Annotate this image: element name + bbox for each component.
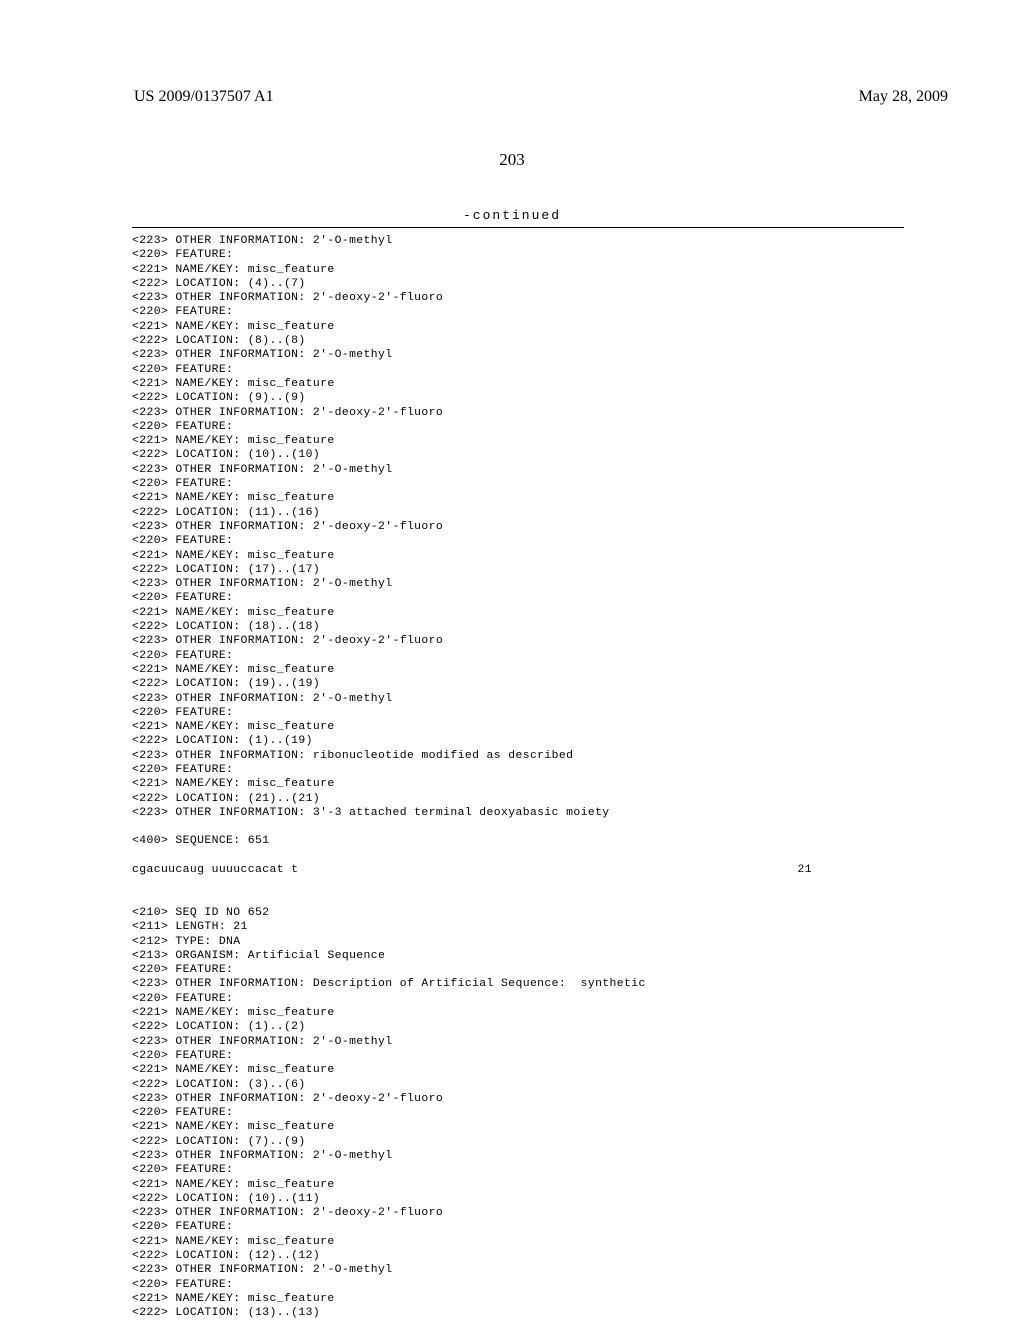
listing-line: <222> LOCATION: (7)..(9) [132, 1135, 1024, 1149]
page-number: 203 [0, 150, 1024, 170]
listing-line: <223> OTHER INFORMATION: 2'-O-methyl [132, 348, 1024, 362]
listing-line: <221> NAME/KEY: misc_feature [132, 549, 1024, 563]
listing-line [132, 892, 1024, 906]
sequence-text: cgacuucaug uuuuccacat t [132, 863, 772, 877]
listing-line: <220> FEATURE: [132, 963, 1024, 977]
listing-line: <213> ORGANISM: Artificial Sequence [132, 949, 1024, 963]
listing-line: <220> FEATURE: [132, 1163, 1024, 1177]
listing-line: <221> NAME/KEY: misc_feature [132, 1178, 1024, 1192]
listing-line: <221> NAME/KEY: misc_feature [132, 606, 1024, 620]
listing-line: <223> OTHER INFORMATION: 2'-O-methyl [132, 234, 1024, 248]
listing-line: <220> FEATURE: [132, 363, 1024, 377]
listing-line: <222> LOCATION: (4)..(7) [132, 277, 1024, 291]
listing-line: <222> LOCATION: (1)..(19) [132, 734, 1024, 748]
listing-line: <223> OTHER INFORMATION: 2'-deoxy-2'-flu… [132, 291, 1024, 305]
publication-number: US 2009/0137507 A1 [134, 88, 274, 106]
listing-line: <223> OTHER INFORMATION: 2'-deoxy-2'-flu… [132, 520, 1024, 534]
listing-line: <220> FEATURE: [132, 649, 1024, 663]
listing-line: <221> NAME/KEY: misc_feature [132, 434, 1024, 448]
sequence-length: 21 [772, 863, 812, 877]
listing-line: <222> LOCATION: (10)..(11) [132, 1192, 1024, 1206]
listing-line: <223> OTHER INFORMATION: Description of … [132, 977, 1024, 991]
listing-line [132, 820, 1024, 834]
listing-line: <212> TYPE: DNA [132, 935, 1024, 949]
listing-line: <221> NAME/KEY: misc_feature [132, 1235, 1024, 1249]
listing-line: <222> LOCATION: (18)..(18) [132, 620, 1024, 634]
listing-line: <221> NAME/KEY: misc_feature [132, 263, 1024, 277]
page-header: US 2009/0137507 A1 May 28, 2009 [0, 0, 1024, 106]
listing-line: <221> NAME/KEY: misc_feature [132, 777, 1024, 791]
listing-line: <220> FEATURE: [132, 992, 1024, 1006]
listing-line: <220> FEATURE: [132, 420, 1024, 434]
listing-line [132, 877, 1024, 891]
listing-line: <220> FEATURE: [132, 477, 1024, 491]
listing-line: <221> NAME/KEY: misc_feature [132, 1292, 1024, 1306]
listing-line: <220> FEATURE: [132, 591, 1024, 605]
listing-line: <223> OTHER INFORMATION: 2'-deoxy-2'-flu… [132, 406, 1024, 420]
listing-line: <221> NAME/KEY: misc_feature [132, 1120, 1024, 1134]
listing-line: <220> FEATURE: [132, 1278, 1024, 1292]
listing-line: <221> NAME/KEY: misc_feature [132, 491, 1024, 505]
listing-line [132, 849, 1024, 863]
listing-line: <223> OTHER INFORMATION: 2'-O-methyl [132, 1263, 1024, 1277]
listing-line: <220> FEATURE: [132, 1106, 1024, 1120]
listing-line: <223> OTHER INFORMATION: 2'-O-methyl [132, 1149, 1024, 1163]
listing-line: <220> FEATURE: [132, 706, 1024, 720]
publication-date: May 28, 2009 [859, 88, 948, 106]
listing-line: <221> NAME/KEY: misc_feature [132, 320, 1024, 334]
listing-line: <221> NAME/KEY: misc_feature [132, 1063, 1024, 1077]
listing-line: <220> FEATURE: [132, 1049, 1024, 1063]
listing-line: <220> FEATURE: [132, 248, 1024, 262]
listing-line: <223> OTHER INFORMATION: 2'-deoxy-2'-flu… [132, 1092, 1024, 1106]
continued-label: -continued [0, 208, 1024, 223]
listing-line: <220> FEATURE: [132, 1220, 1024, 1234]
listing-line: <222> LOCATION: (21)..(21) [132, 792, 1024, 806]
listing-line: <222> LOCATION: (11)..(16) [132, 506, 1024, 520]
listing-line: <222> LOCATION: (8)..(8) [132, 334, 1024, 348]
listing-line: <222> LOCATION: (19)..(19) [132, 677, 1024, 691]
listing-line: <222> LOCATION: (17)..(17) [132, 563, 1024, 577]
listing-line: <220> FEATURE: [132, 534, 1024, 548]
listing-line: <221> NAME/KEY: misc_feature [132, 663, 1024, 677]
listing-line: <223> OTHER INFORMATION: 2'-O-methyl [132, 1035, 1024, 1049]
listing-line: <223> OTHER INFORMATION: 2'-O-methyl [132, 577, 1024, 591]
listing-line: <221> NAME/KEY: misc_feature [132, 377, 1024, 391]
sequence-listing: <223> OTHER INFORMATION: 2'-O-methyl<220… [0, 228, 1024, 1321]
listing-line: <220> FEATURE: [132, 763, 1024, 777]
listing-line: <222> LOCATION: (13)..(13) [132, 1306, 1024, 1320]
listing-line: <222> LOCATION: (1)..(2) [132, 1020, 1024, 1034]
listing-line: <223> OTHER INFORMATION: ribonucleotide … [132, 749, 1024, 763]
listing-line: <221> NAME/KEY: misc_feature [132, 1006, 1024, 1020]
listing-line: <221> NAME/KEY: misc_feature [132, 720, 1024, 734]
listing-line: <222> LOCATION: (3)..(6) [132, 1078, 1024, 1092]
listing-line: <211> LENGTH: 21 [132, 920, 1024, 934]
listing-line: <223> OTHER INFORMATION: 2'-O-methyl [132, 692, 1024, 706]
listing-line: <223> OTHER INFORMATION: 2'-deoxy-2'-flu… [132, 1206, 1024, 1220]
listing-line: <220> FEATURE: [132, 305, 1024, 319]
listing-line: <223> OTHER INFORMATION: 2'-O-methyl [132, 463, 1024, 477]
listing-line: <222> LOCATION: (9)..(9) [132, 391, 1024, 405]
sequence-row: cgacuucaug uuuuccacat t21 [132, 863, 812, 877]
listing-line: <223> OTHER INFORMATION: 2'-deoxy-2'-flu… [132, 634, 1024, 648]
listing-line: <223> OTHER INFORMATION: 3'-3 attached t… [132, 806, 1024, 820]
listing-line: <222> LOCATION: (12)..(12) [132, 1249, 1024, 1263]
listing-line: <400> SEQUENCE: 651 [132, 834, 1024, 848]
listing-line: <210> SEQ ID NO 652 [132, 906, 1024, 920]
listing-line: <222> LOCATION: (10)..(10) [132, 448, 1024, 462]
